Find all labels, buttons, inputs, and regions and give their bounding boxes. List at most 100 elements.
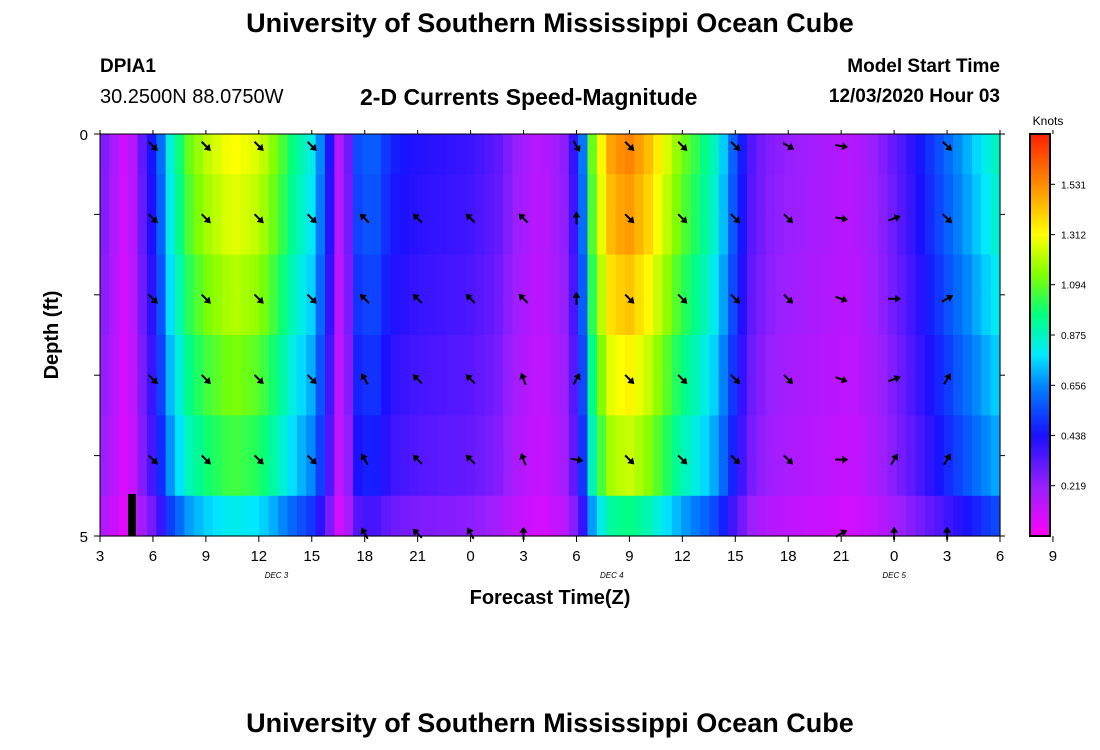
heatmap-cell — [868, 415, 879, 497]
heatmap-cell — [728, 415, 739, 497]
x-tick-label: 15 — [727, 548, 744, 565]
heatmap-cell — [775, 254, 785, 336]
heatmap-cell — [184, 254, 195, 336]
heatmap-cell — [156, 174, 167, 256]
heatmap-cell — [568, 254, 579, 336]
heatmap-cell — [475, 254, 485, 336]
heatmap-cell — [259, 174, 270, 256]
current-arrow — [200, 454, 211, 465]
heatmap-cell — [475, 174, 485, 256]
heatmap-cell — [531, 134, 542, 175]
heatmap-cell — [334, 335, 345, 416]
heatmap-cell — [765, 174, 776, 256]
heatmap-cell — [775, 134, 785, 175]
arrow-head — [944, 143, 953, 151]
heatmap-cell — [193, 415, 204, 497]
x-tick-label: 12 — [250, 548, 267, 565]
heatmap-cell — [418, 174, 429, 256]
heatmap-cell — [100, 335, 110, 416]
heatmap-cell — [859, 254, 870, 336]
heatmap-cell — [962, 415, 973, 497]
current-arrow — [677, 213, 688, 224]
heatmap-cell — [456, 134, 467, 175]
current-arrow — [200, 374, 211, 385]
current-arrow — [306, 374, 317, 385]
arrow-head — [203, 296, 211, 304]
heatmap-cell — [540, 254, 551, 336]
heatmap-cell — [512, 134, 523, 175]
heatmap-cell — [315, 134, 326, 175]
heatmap-cell — [784, 134, 795, 175]
arrow-head — [895, 294, 902, 303]
heatmap-cell — [475, 335, 485, 416]
heatmap-cell — [765, 335, 776, 416]
colorbar: Knots 1.531 1.312 1.094 0.875 0.656 0.438 0.21… — [1029, 114, 1086, 537]
heatmap-cell — [475, 415, 485, 497]
heatmap-cell — [278, 415, 289, 497]
heatmap-cell — [803, 134, 814, 175]
colorbar-tick-label: 1.094 — [1061, 281, 1086, 292]
heatmap-cell — [484, 174, 495, 256]
current-arrow — [888, 375, 901, 383]
heatmap-cell — [428, 415, 439, 497]
heatmap-cell — [606, 335, 617, 416]
heatmap-cell — [587, 335, 598, 416]
heatmap-cell — [765, 134, 776, 175]
heatmap-cell — [503, 254, 514, 336]
heatmap-cell — [400, 495, 410, 537]
heatmap-cell — [831, 174, 842, 256]
heatmap-cell — [625, 254, 635, 336]
heatmap-cell — [456, 254, 467, 336]
arrow-head — [786, 377, 794, 385]
heatmap-cell — [915, 335, 926, 416]
heatmap-cell — [896, 415, 907, 497]
heatmap-cell — [587, 415, 598, 497]
heatmap-cell — [709, 415, 720, 497]
heatmap-cell — [446, 335, 457, 416]
heatmap-cell — [446, 254, 457, 336]
heatmap-cell — [700, 174, 710, 256]
heatmap-cell — [521, 134, 532, 175]
heatmap-cell — [906, 415, 917, 497]
heatmap-cell — [587, 174, 598, 256]
heatmap-cell — [746, 335, 757, 416]
heatmap-cell — [193, 335, 204, 416]
heatmap-cell — [137, 335, 148, 416]
heatmap-cell — [175, 174, 185, 256]
heatmap-cell — [540, 174, 551, 256]
heatmap-cell — [343, 415, 354, 497]
heatmap-cell — [296, 335, 307, 416]
heatmap-cell — [231, 134, 242, 175]
arrow-head — [944, 373, 952, 381]
heatmap-cell — [681, 335, 692, 416]
arrow-head — [841, 214, 849, 223]
heatmap-cell — [390, 134, 401, 175]
heatmap-cell — [381, 495, 392, 537]
arrow-head — [573, 144, 581, 153]
heatmap-cell — [850, 254, 860, 336]
heatmap-cell — [371, 134, 382, 175]
heatmap-cell — [709, 495, 720, 537]
heatmap-cell — [962, 254, 973, 336]
heatmap-cell — [296, 174, 307, 256]
heatmap-cell — [643, 254, 654, 336]
heatmap-cell — [503, 335, 514, 416]
heatmap-cell — [353, 174, 364, 256]
heatmap-cell — [203, 335, 214, 416]
arrow-head — [680, 216, 688, 224]
heatmap-cell — [568, 415, 579, 497]
heatmap-cell — [353, 254, 364, 336]
heatmap-cell — [381, 254, 392, 336]
current-arrow — [359, 293, 370, 304]
current-arrow — [677, 293, 688, 304]
heatmap-cell — [784, 254, 795, 336]
heatmap-cell — [662, 415, 673, 497]
heatmap-cell — [175, 415, 185, 497]
heatmap-cell — [765, 254, 776, 336]
heatmap-cell — [925, 254, 935, 336]
arrow-head — [518, 293, 526, 301]
heatmap-cell — [840, 335, 851, 416]
heatmap-cell — [709, 174, 720, 256]
heatmap-cell — [550, 335, 560, 416]
heatmap-cell — [418, 335, 429, 416]
